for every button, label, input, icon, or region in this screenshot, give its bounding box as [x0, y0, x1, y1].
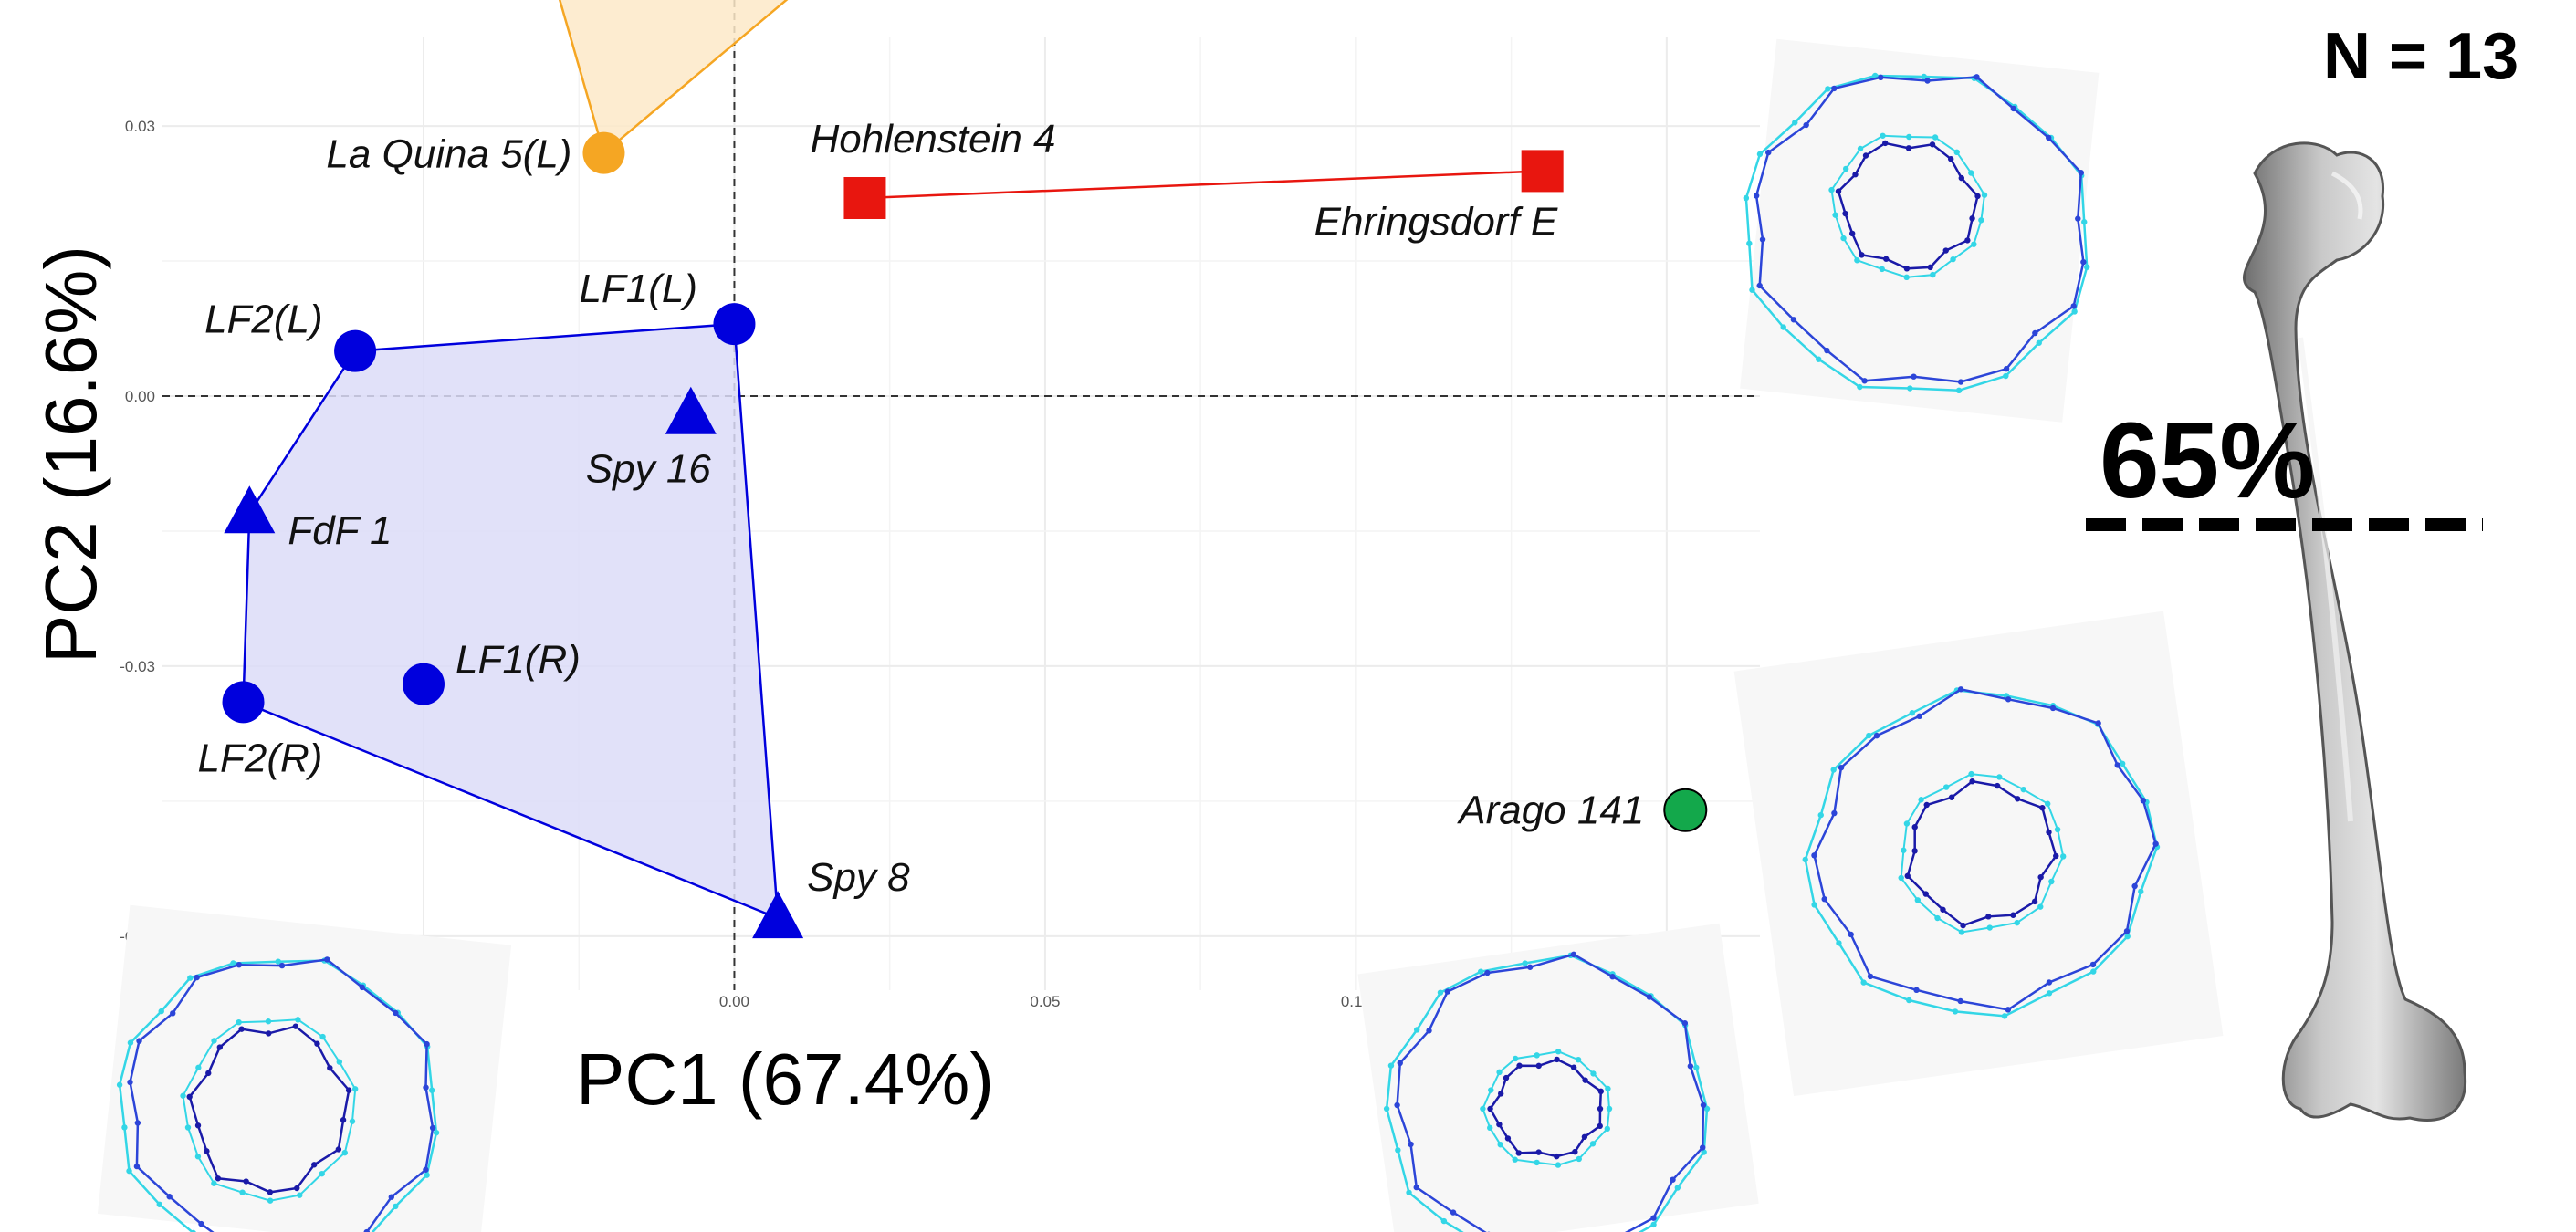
reference-lines — [162, 0, 1760, 990]
x-axis-title: PC1 (67.4%) — [576, 1039, 994, 1120]
point-label: Ehringsdorf E — [1314, 199, 1558, 244]
point-label: Spy 8 — [807, 855, 910, 900]
data-point-lf2-r — [222, 681, 265, 724]
sample-size-label: N = 13 — [2323, 20, 2518, 93]
pca-scatter-plot: -0.050.000.050.100.150.030.00-0.03-0.06 … — [120, 0, 1760, 1010]
cross-section-contour-icon — [1733, 611, 2224, 1097]
data-point-la-quina-5-l — [582, 131, 625, 174]
data-point-ehringsdorf-e — [1521, 150, 1564, 193]
cross-section-contour-icon — [1357, 923, 1759, 1232]
cross-section-contour-icon — [1740, 38, 2100, 423]
point-label: Spy 16 — [586, 447, 712, 492]
femur-bone-icon — [2242, 141, 2467, 1122]
y-tick-label: -0.03 — [120, 658, 155, 675]
y-tick-label: 0.03 — [125, 118, 155, 135]
x-tick-label: 0.00 — [719, 993, 749, 1010]
data-point-fdf-1 — [224, 485, 276, 534]
data-point-lf1-r — [402, 663, 445, 705]
point-label: LF1(R) — [456, 638, 581, 683]
data-point-lf2-l — [334, 329, 377, 372]
point-labels: Amud 1LP-10La Quina 5(L)Hohlenstein 4Ehr… — [198, 117, 1645, 900]
group-hull — [242, 322, 780, 921]
data-point-spy-8 — [752, 891, 804, 939]
x-tick-label: 0.05 — [1030, 993, 1060, 1010]
data-point-hohlenstein-4 — [843, 177, 886, 219]
point-label: LF1(L) — [579, 266, 697, 311]
data-point-arago-141 — [1663, 788, 1708, 832]
section-level-label: 65% — [2100, 401, 2315, 521]
point-label: LF2(L) — [204, 298, 323, 342]
y-tick-label: 0.00 — [125, 388, 155, 405]
point-label: Arago 141 — [1456, 788, 1644, 833]
group-hulls — [242, 0, 1543, 921]
data-points — [222, 131, 1708, 939]
data-point-lf1-l — [713, 303, 756, 346]
point-label: LF2(R) — [198, 736, 323, 780]
group-hull — [558, 0, 789, 155]
cross-section-contours — [97, 38, 2224, 1232]
group-connector — [864, 170, 1543, 200]
point-label: FdF 1 — [288, 508, 392, 553]
cross-section-contour-icon — [97, 904, 512, 1232]
point-label: Hohlenstein 4 — [810, 117, 1055, 162]
point-label: La Quina 5(L) — [326, 132, 571, 177]
data-point-spy-16 — [665, 386, 717, 434]
y-axis-title: PC2 (16.6%) — [30, 245, 111, 663]
